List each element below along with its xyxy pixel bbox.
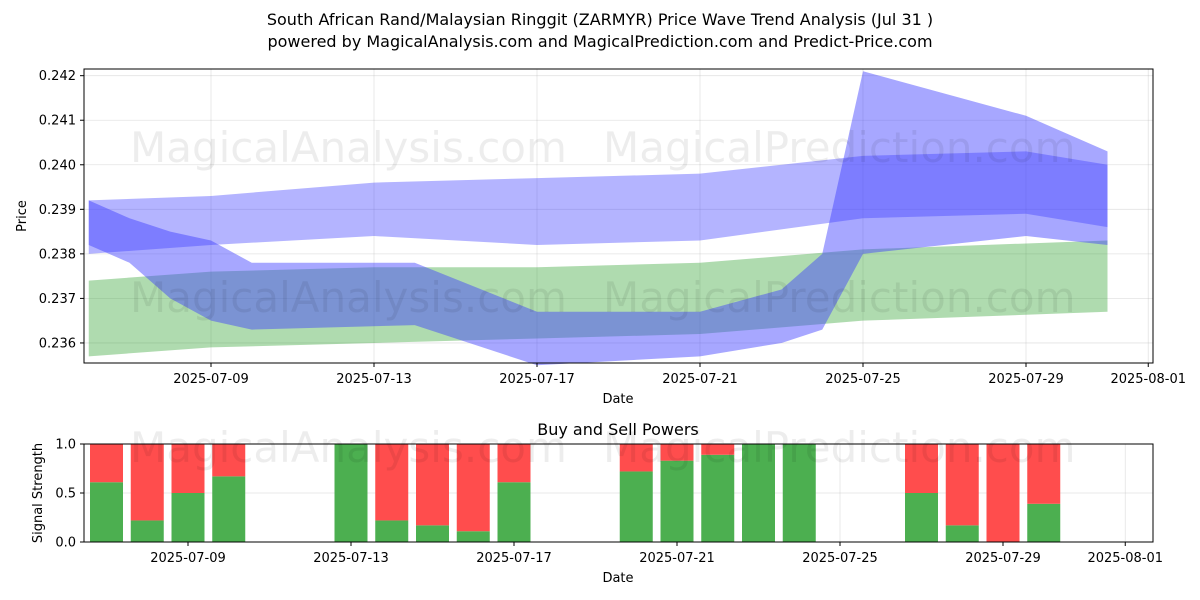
price-xtick-label-2025-07-17: 2025-07-17 [499,372,575,387]
buy-bar-2025-07-08 [130,520,164,542]
signal-x-ticks: 2025-07-09 2025-07-13 2025-07-17 2025-07-21… [150,542,1163,566]
blue-wave-band [88,71,1108,366]
buy-bar-2025-07-24 [782,444,816,542]
signal-ytick-label-1-0: 1.0 [55,438,76,453]
watermark-prediction-bottom: MagicalPrediction.com [603,423,1076,472]
price-plot-frame [83,68,1154,364]
watermark-analysis-mid: MagicalAnalysis.com [130,273,567,322]
sell-bar-2025-07-22 [701,444,735,455]
sell-bar-2025-07-21 [660,444,694,461]
signal-y-ticks: 0.0 0.5 1.0 [55,438,84,551]
signal-ytick-label-0-5: 0.5 [55,487,76,502]
sell-bar-2025-07-28 [945,444,979,526]
buy-bar-2025-07-30 [1027,503,1061,542]
blue-trend-band [88,151,1108,254]
price-xtick-label-2025-07-09: 2025-07-09 [173,372,249,387]
price-x-ticks: 2025-07-09 2025-07-13 2025-07-17 2025-07-21… [173,363,1186,387]
price-xtick-label-2025-07-21: 2025-07-21 [662,372,738,387]
buy-bar-2025-07-20 [619,471,653,542]
signal-y-axis-label: Signal Strength [31,443,46,543]
buy-bar-2025-07-27 [905,493,938,542]
price-ytick-label-0-242: 0.242 [39,69,76,84]
buy-bar-2025-07-21 [660,460,694,542]
watermark-prediction-top: MagicalPrediction.com [603,123,1076,172]
watermark-prediction-mid: MagicalPrediction.com [603,273,1076,322]
sell-bar-2025-07-08 [130,444,164,521]
price-wave-chart: MagicalAnalysis.com MagicalPrediction.co… [15,68,1186,407]
buy-bar-2025-07-17 [497,482,531,542]
price-bands [88,71,1108,366]
price-ytick-label-0-239: 0.239 [39,203,76,218]
signal-xtick-label-2025-07-13: 2025-07-13 [313,551,389,566]
buy-bar-2025-07-07 [90,482,123,542]
price-ytick-label-0-240: 0.240 [39,158,76,173]
sell-bar-2025-07-17 [497,444,531,483]
price-ytick-label-0-237: 0.237 [39,292,76,307]
price-grid [84,69,1153,363]
watermark-analysis-bottom: MagicalAnalysis.com [130,423,567,472]
signal-x-axis-label: Date [602,571,633,586]
green-band [88,240,1108,357]
price-xtick-label-2025-07-29: 2025-07-29 [988,372,1064,387]
chart-subtitle: powered by MagicalAnalysis.com and Magic… [267,32,933,51]
signal-xtick-label-2025-08-01: 2025-08-01 [1087,551,1163,566]
buy-bar-2025-07-28 [945,525,979,542]
buy-sell-chart: Buy and Sell Powers MagicalAnalysis.com … [31,420,1163,586]
price-xtick-label-2025-07-13: 2025-07-13 [336,372,412,387]
price-x-axis-label: Date [602,392,633,407]
signal-xtick-label-2025-07-29: 2025-07-29 [965,551,1041,566]
buy-bar-2025-07-15 [416,525,449,542]
signal-xtick-label-2025-07-21: 2025-07-21 [639,551,715,566]
sell-bar-2025-07-29 [986,444,1020,542]
buy-bar-2025-07-13 [334,444,368,542]
signal-ytick-label-0-0: 0.0 [55,536,76,551]
sell-bar-2025-07-27 [905,444,938,493]
price-y-axis-label: Price [15,200,30,232]
sell-bar-2025-07-07 [90,444,123,483]
watermark-analysis-top: MagicalAnalysis.com [130,123,567,172]
sell-bar-2025-07-20 [619,444,653,472]
sell-bar-2025-07-30 [1027,444,1061,504]
price-y-ticks: 0.236 0.237 0.238 0.239 0.240 0.241 0.242 [39,69,84,351]
buy-bar-2025-07-09 [171,493,205,542]
buy-bar-2025-07-22 [701,454,735,542]
sell-bar-2025-07-09 [171,444,205,493]
buy-sell-title: Buy and Sell Powers [537,420,699,439]
buy-bar-2025-07-14 [375,520,409,542]
buy-bar-2025-07-16 [456,531,490,542]
price-ytick-label-0-238: 0.238 [39,247,76,262]
signal-xtick-label-2025-07-25: 2025-07-25 [802,551,878,566]
price-ytick-label-0-236: 0.236 [39,336,76,351]
signal-xtick-label-2025-07-17: 2025-07-17 [476,551,552,566]
sell-bar-2025-07-14 [375,444,409,521]
price-xtick-label-2025-08-01: 2025-08-01 [1110,372,1186,387]
buy-bar-2025-07-10 [212,476,246,542]
price-ytick-label-0-241: 0.241 [39,114,76,129]
sell-bar-2025-07-15 [416,444,449,526]
buy-bar-2025-07-23 [742,444,775,542]
signal-bars [90,444,1061,542]
price-xtick-label-2025-07-25: 2025-07-25 [825,372,901,387]
sell-bar-2025-07-10 [212,444,246,477]
signal-xtick-label-2025-07-09: 2025-07-09 [150,551,226,566]
chart-title: South African Rand/Malaysian Ringgit (ZA… [266,10,934,29]
sell-bar-2025-07-16 [456,444,490,532]
